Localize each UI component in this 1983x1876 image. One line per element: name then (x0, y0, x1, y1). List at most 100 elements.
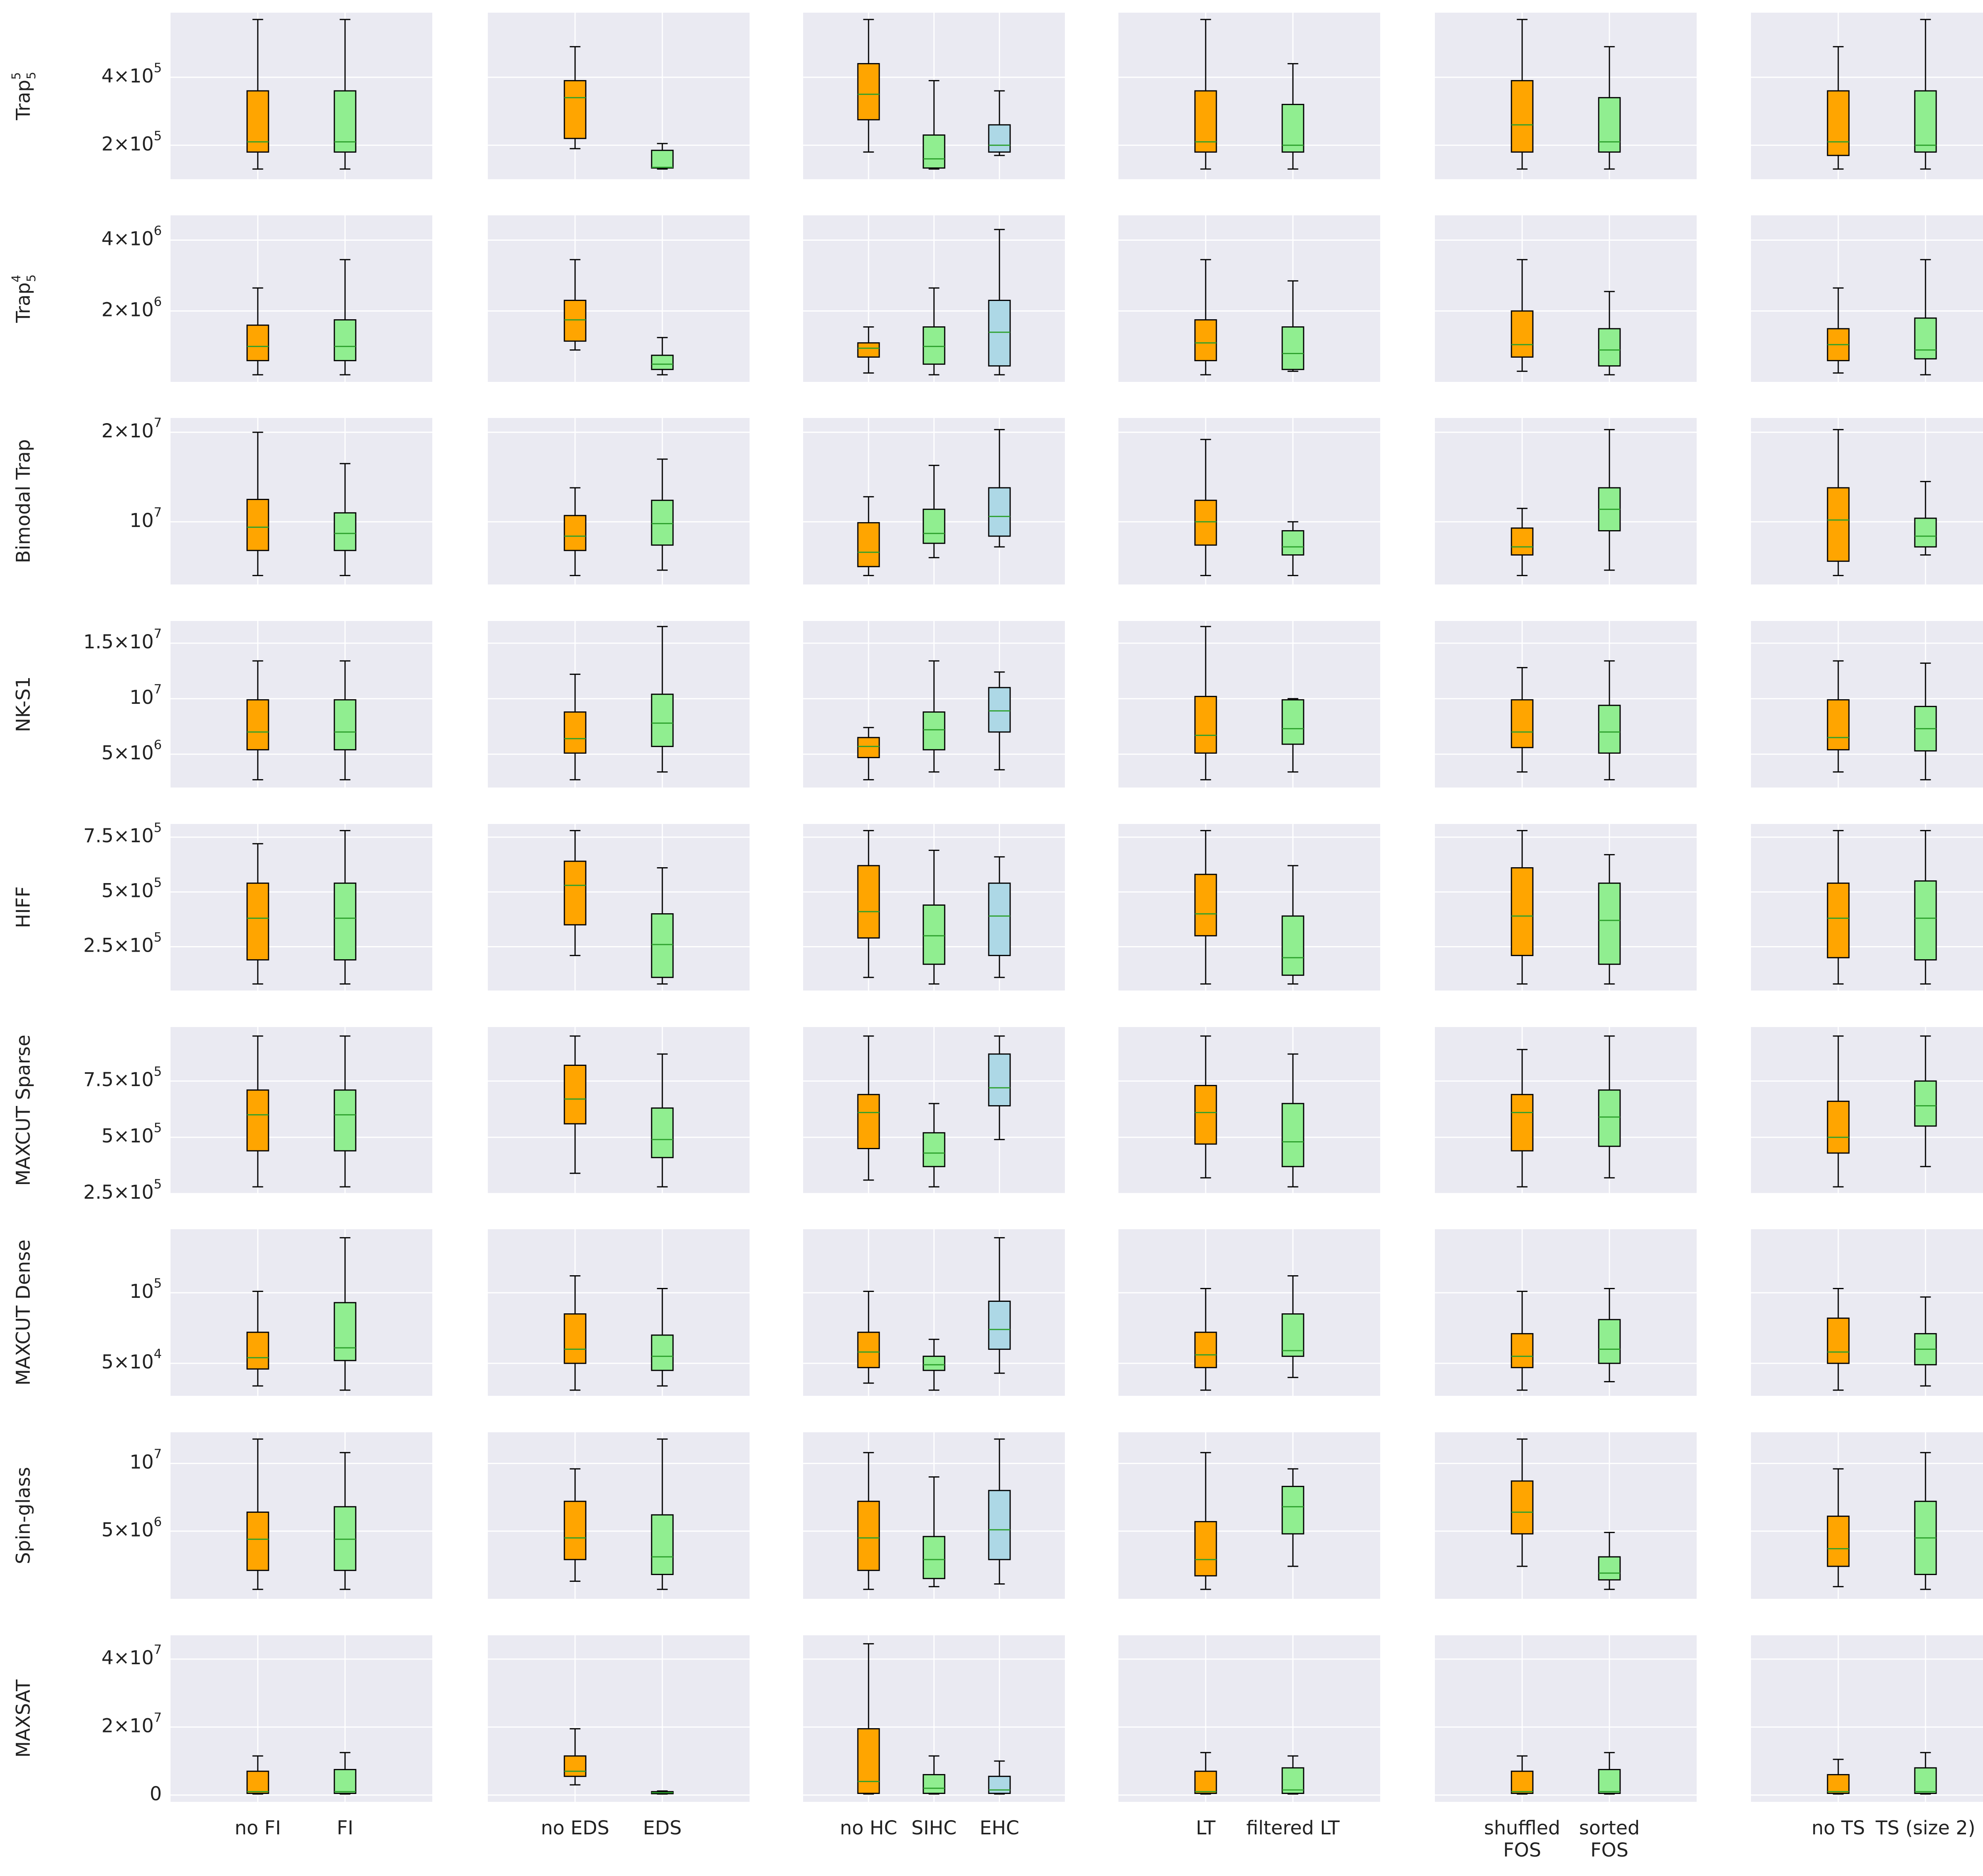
subplot-panel (803, 215, 1065, 382)
panel-background (1118, 1027, 1380, 1194)
box-iqr (564, 80, 587, 139)
box-sihc (922, 80, 945, 170)
tick-mantissa: 5×10 (102, 1125, 154, 1147)
subplot-panel (488, 1229, 750, 1396)
box-iqr (651, 149, 674, 169)
x-tick-line: no EDS (541, 1817, 610, 1839)
box-iqr (922, 904, 945, 965)
x-tick-label: FI (337, 1817, 353, 1839)
subplot-panel (488, 1432, 750, 1599)
row-label: Trap4 5 (10, 274, 38, 323)
subplot-panel (1435, 1432, 1697, 1599)
box-ehc (988, 1760, 1011, 1795)
x-tick-line: SIHC (911, 1817, 957, 1839)
box-iqr (334, 512, 357, 551)
box-iqr (1281, 530, 1304, 556)
subplot-panel (803, 418, 1065, 584)
box-iqr (988, 882, 1011, 956)
box-no-ts (1827, 1468, 1850, 1587)
box-iqr (1511, 310, 1534, 358)
box-no-eds (564, 46, 587, 149)
box-iqr (1914, 880, 1937, 961)
tick-exponent: 5 (154, 1120, 162, 1135)
box-iqr (1194, 1332, 1217, 1368)
subplot-panel (1751, 1432, 1983, 1599)
panel-background (488, 13, 750, 179)
panel-background (1435, 418, 1697, 584)
box-iqr (1511, 1480, 1534, 1535)
box-eds (651, 1790, 674, 1795)
tick-mantissa: 2×10 (102, 299, 154, 321)
row-label: MAXCUT Dense (12, 1240, 35, 1385)
box-sihc (922, 1103, 945, 1188)
subplot-panel (1118, 1027, 1380, 1194)
box-ts-size-2 (1914, 481, 1937, 556)
box-no-ts (1827, 1288, 1850, 1391)
row-label-sub: 5 (25, 274, 38, 282)
row-label: HIFF (12, 886, 35, 928)
box-ehc (988, 90, 1011, 156)
y-tick-label: 0 (150, 1783, 162, 1805)
box-iqr (1914, 1767, 1937, 1794)
tick-exponent: 7 (154, 415, 162, 430)
box-no-ts (1827, 287, 1850, 374)
box-iqr (1511, 527, 1534, 556)
subplot-panel (803, 13, 1065, 179)
subplot-panel (171, 215, 432, 382)
y-tick-label: 7.5×105 (83, 1064, 162, 1091)
box-fi (334, 1035, 357, 1188)
subplot-panel (171, 824, 432, 991)
x-tick-line: LT (1196, 1817, 1216, 1839)
x-tick-label: no TS (1812, 1817, 1865, 1839)
box-sihc (922, 660, 945, 773)
tick-exponent: 6 (154, 294, 162, 309)
panel-background (171, 1432, 432, 1599)
box-no-eds (564, 1275, 587, 1391)
box-iqr (564, 515, 587, 551)
y-tick-label: 105 (130, 1276, 162, 1303)
row-label: Trap5 5 (10, 72, 38, 121)
box-iqr (1194, 1771, 1217, 1794)
box-eds (651, 1053, 674, 1188)
box-ts-size-2 (1914, 1452, 1937, 1590)
box-no-eds (564, 259, 587, 351)
subplot-panel (1118, 1229, 1380, 1396)
subplot-panel (1118, 824, 1380, 991)
y-tick-label: 2.5×105 (83, 929, 162, 956)
panel-background (171, 13, 432, 179)
box-iqr (334, 319, 357, 361)
x-tick-label: shuffled FOS (1484, 1817, 1560, 1861)
box-iqr (1281, 1313, 1304, 1357)
box-ts-size-2 (1914, 19, 1937, 170)
x-tick-line: EHC (980, 1817, 1019, 1839)
x-tick-label: LT (1196, 1817, 1216, 1839)
box-iqr (564, 1755, 587, 1777)
box-iqr (564, 1064, 587, 1125)
box-lt (1194, 439, 1217, 576)
box-filtered-lt (1281, 1468, 1304, 1567)
x-tick-line: no TS (1812, 1817, 1865, 1839)
row-label-base: Trap (12, 80, 35, 121)
panel-background (171, 1635, 432, 1802)
box-filtered-lt (1281, 1275, 1304, 1378)
x-tick-label: no EDS (541, 1817, 610, 1839)
tick-mantissa: 1.5×10 (83, 631, 154, 653)
box-iqr (1281, 326, 1304, 370)
box-iqr (651, 1107, 674, 1158)
box-iqr (651, 500, 674, 546)
box-eds (651, 143, 674, 170)
box-sihc (922, 465, 945, 558)
y-tick-label: 2×106 (102, 294, 162, 321)
box-no-hc (857, 1643, 880, 1795)
tick-mantissa: 5×10 (102, 1519, 154, 1541)
box-lt (1194, 626, 1217, 780)
row-label: Bimodal Trap (12, 439, 35, 563)
subplot-panel (1435, 1229, 1697, 1396)
subplot-panel (1435, 621, 1697, 788)
tick-exponent: 7 (154, 1642, 162, 1657)
box-iqr (857, 1094, 880, 1149)
subplot-panel (1435, 1027, 1697, 1194)
box-no-fi (246, 843, 269, 985)
subplot-panel (171, 1432, 432, 1599)
box-iqr (1598, 882, 1621, 965)
